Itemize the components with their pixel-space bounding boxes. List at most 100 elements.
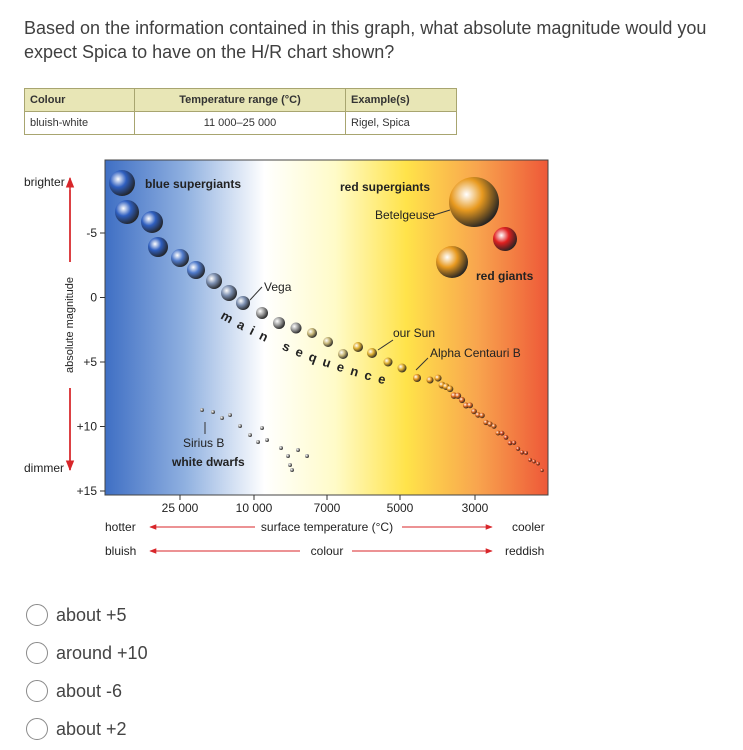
star [540, 468, 544, 473]
x-tick-label: 5000 [387, 501, 414, 515]
answer-option[interactable]: about +5 [26, 596, 148, 634]
star [536, 461, 540, 466]
radio-button[interactable] [26, 680, 48, 702]
star [491, 423, 497, 429]
x-tick-label: 25 000 [162, 501, 199, 515]
star [273, 317, 285, 329]
star [256, 307, 268, 319]
star [238, 424, 242, 428]
star [141, 211, 163, 233]
table-cell: bluish-white [24, 111, 135, 135]
star [446, 385, 454, 393]
label-bg [62, 262, 78, 388]
table-cell: 11 000–25 000 [133, 111, 347, 135]
star [383, 357, 393, 367]
star [519, 450, 525, 455]
star [523, 450, 529, 455]
y-top-label: brighter [24, 175, 65, 189]
star [260, 426, 264, 430]
hr-diagram: brighter dimmer absolute magnitude blue … [24, 159, 549, 558]
star [305, 454, 309, 458]
star [503, 435, 509, 440]
table-cell: Rigel, Spica [345, 111, 457, 135]
star [228, 413, 232, 417]
y-tick-label: +15 [77, 484, 98, 498]
annotation: blue supergiants [145, 177, 241, 191]
blue-label: bluish [105, 544, 136, 558]
star [426, 376, 434, 384]
star [290, 468, 294, 472]
star [532, 459, 536, 464]
y-axis-title: absolute magnitude [64, 277, 76, 373]
table-header: Example(s) [345, 88, 457, 112]
table-header: Temperature range (°C) [133, 88, 347, 112]
star [148, 237, 168, 257]
star [499, 430, 505, 436]
option-text[interactable]: about +5 [56, 604, 127, 625]
red-label: reddish [505, 544, 544, 558]
star [454, 392, 462, 399]
annotation: red giants [476, 269, 534, 283]
star [436, 246, 468, 278]
y-tick-label: +5 [83, 355, 97, 369]
star [467, 402, 473, 409]
star [413, 374, 421, 382]
annotation: Betelgeuse [375, 208, 435, 222]
star [211, 410, 215, 414]
x-tick-label: 3000 [462, 501, 489, 515]
star [511, 440, 517, 445]
option-text[interactable]: about +2 [56, 718, 127, 739]
option-text[interactable]: about -6 [56, 680, 123, 701]
radio-button[interactable] [26, 718, 48, 740]
y-tick-label: 0 [90, 291, 97, 305]
radio-button[interactable] [26, 604, 48, 626]
answer-option[interactable]: around +10 [26, 634, 148, 672]
star [220, 416, 224, 420]
star [483, 419, 489, 426]
star [109, 170, 135, 196]
cool-label: cooler [512, 520, 545, 534]
star [206, 273, 222, 289]
star [236, 296, 250, 310]
star [479, 412, 485, 419]
answer-option[interactable]: about +2 [26, 710, 148, 748]
star [471, 408, 477, 415]
star [493, 227, 517, 251]
star [296, 448, 300, 452]
star [458, 396, 466, 404]
annotation: red supergiants [340, 180, 430, 194]
star [353, 342, 363, 352]
pointer [377, 339, 394, 351]
star [338, 349, 348, 359]
star [115, 200, 139, 224]
annotation: our Sun [393, 326, 435, 340]
colour-title: colour [311, 544, 344, 558]
star [290, 322, 302, 334]
star [187, 261, 205, 279]
star [397, 363, 407, 373]
star [265, 438, 269, 442]
x-tick-label: 10 000 [236, 501, 273, 515]
y-tick-label: -5 [86, 226, 97, 240]
answer-options: about +5 around +10 about -6 about +2 [26, 596, 148, 748]
radio-button[interactable] [26, 642, 48, 664]
y-bottom-label: dimmer [24, 461, 64, 475]
pointer [415, 357, 429, 371]
table-header: Colour [24, 88, 135, 112]
answer-option[interactable]: about -6 [26, 672, 148, 710]
x-axis-title: surface temperature (°C) [261, 520, 393, 534]
star [286, 454, 290, 458]
star [248, 433, 252, 437]
option-text[interactable]: around +10 [56, 642, 148, 663]
star [171, 249, 189, 267]
annotation: white dwarfs [171, 455, 245, 469]
annotation: Vega [264, 280, 292, 294]
pointer [433, 209, 451, 216]
star [323, 337, 333, 347]
star [449, 177, 499, 227]
star [487, 421, 493, 427]
star [288, 463, 292, 467]
star [528, 457, 532, 462]
star [495, 430, 501, 436]
annotation: Alpha Centauri B [430, 346, 521, 360]
